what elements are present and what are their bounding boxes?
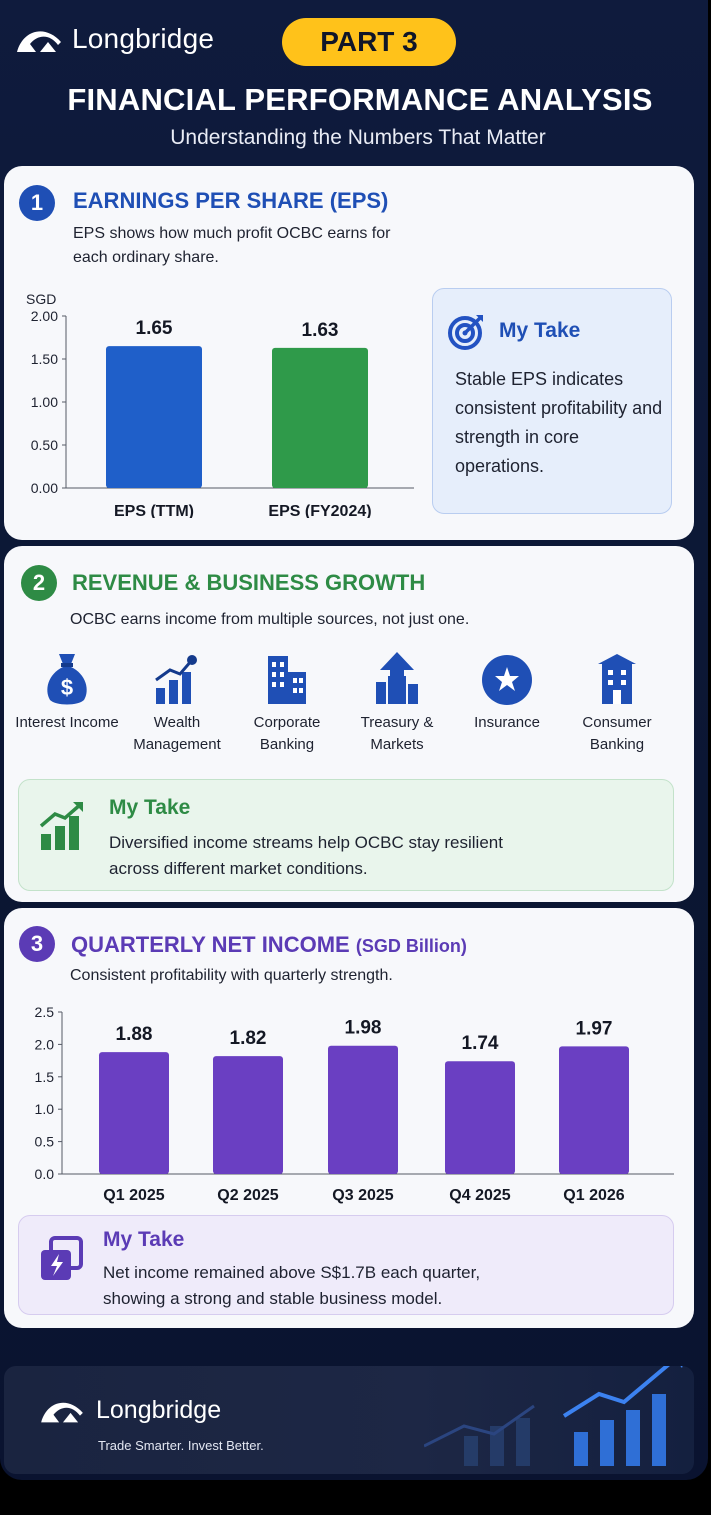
bar <box>106 346 202 488</box>
page-subtitle: Understanding the Numbers That Matter <box>170 126 546 149</box>
section-title: REVENUE & BUSINESS GROWTH <box>72 570 426 595</box>
x-tick-label: Q2 2025 <box>217 1187 278 1204</box>
revenue-item-corporate-banking: Corporate Banking <box>232 650 342 756</box>
bar <box>328 1045 398 1174</box>
growth-chart-icon <box>155 655 197 704</box>
section-title-unit: (SGD Billion) <box>355 936 467 956</box>
bar-value-label: 1.97 <box>576 1018 613 1039</box>
revenue-item-label: Treasury & Markets <box>360 714 434 753</box>
my-take-text: Diversified income streams help OCBC sta… <box>109 833 503 878</box>
longbridge-logo-icon <box>41 1402 83 1423</box>
y-tick-label: 1.50 <box>31 351 58 367</box>
bar <box>213 1056 283 1174</box>
revenue-item-label: Wealth Management <box>133 714 221 753</box>
revenue-card: 2 REVENUE & BUSINESS GROWTH OCBC earns i… <box>4 546 694 902</box>
y-tick-label: 0.00 <box>31 480 58 496</box>
bar-value-label: 1.65 <box>136 318 173 339</box>
page-title: FINANCIAL PERFORMANCE ANALYSIS <box>67 82 653 117</box>
y-tick-label: 0.50 <box>31 437 58 453</box>
bar <box>99 1052 169 1174</box>
footer-brand-name: Longbridge <box>96 1395 222 1424</box>
revenue-item-label: Insurance <box>474 714 540 731</box>
shield-badge-icon <box>482 655 532 705</box>
my-take-box: My Take Net income remained above S$1.7B… <box>18 1215 674 1315</box>
revenue-item-consumer-banking: Consumer Banking <box>562 650 672 756</box>
bar-value-label: 1.74 <box>462 1033 499 1054</box>
section-number-badge: 1 <box>19 185 55 221</box>
section-number-badge: 2 <box>21 565 57 601</box>
growth-bars-icon <box>39 802 83 850</box>
my-take-text: Net income remained above S$1.7B each qu… <box>103 1263 481 1308</box>
bar <box>272 347 368 488</box>
x-tick-label: EPS (TTM) <box>114 503 194 518</box>
revenue-item-label: Consumer Banking <box>582 714 652 753</box>
revenue-item-interest-income: $ Interest Income <box>12 650 122 734</box>
x-tick-label: Q1 2026 <box>563 1187 624 1204</box>
my-take-title: My Take <box>499 319 581 342</box>
y-tick-label: 0.5 <box>35 1134 55 1150</box>
decorative-growth-chart-icon <box>424 1366 683 1466</box>
y-tick-label: 1.0 <box>35 1101 55 1117</box>
office-building-icon <box>268 656 306 704</box>
y-tick-label: 1.5 <box>35 1069 55 1085</box>
bar <box>445 1061 515 1174</box>
my-take-box: My Take Diversified income streams help … <box>18 779 674 891</box>
document-lightning-icon <box>41 1236 83 1280</box>
section-title-text: QUARTERLY NET INCOME <box>71 932 350 957</box>
section-description: EPS shows how much profit OCBC earns for… <box>73 225 391 266</box>
y-tick-label: 1.00 <box>31 394 58 410</box>
section-number-badge: 3 <box>19 926 55 962</box>
revenue-item-label: Corporate Banking <box>253 714 321 753</box>
my-take-title: My Take <box>103 1228 185 1251</box>
y-tick-label: 0.0 <box>35 1166 55 1182</box>
y-tick-label: 2.5 <box>35 1004 55 1020</box>
part-badge: PART 3 <box>282 18 456 66</box>
x-tick-label: Q1 2025 <box>103 1187 164 1204</box>
my-take-text: Stable EPS indicates consistent profitab… <box>455 369 663 476</box>
y-tick-label: 2.0 <box>35 1036 55 1052</box>
y-axis-label: SGD <box>26 291 56 307</box>
section-title: EARNINGS PER SHARE (EPS) <box>73 188 389 213</box>
footer-banner: Longbridge Trade Smarter. Invest Better. <box>4 1366 694 1474</box>
footer-brand: Longbridge <box>38 1392 221 1428</box>
revenue-item-wealth-management: Wealth Management <box>122 650 232 756</box>
bar-value-label: 1.63 <box>302 320 339 341</box>
brand-name: Longbridge <box>72 23 215 54</box>
net-income-bar-chart: 0.0 0.5 1.0 1.5 2.0 2.5 1.88 Q1 2025 1.82 Q2 2025… <box>35 1004 674 1204</box>
longbridge-logo-icon <box>17 31 61 52</box>
x-tick-label: Q3 2025 <box>332 1187 393 1204</box>
revenue-item-insurance: Insurance <box>452 650 562 734</box>
bar-value-label: 1.88 <box>116 1024 153 1045</box>
section-title: QUARTERLY NET INCOME (SGD Billion) <box>71 932 467 958</box>
tower-building-icon <box>598 654 636 704</box>
eps-card: 1 EARNINGS PER SHARE (EPS) EPS shows how… <box>4 166 694 540</box>
header-brand: Longbridge <box>14 20 214 58</box>
my-take-title: My Take <box>109 796 191 819</box>
footer-tagline: Trade Smarter. Invest Better. <box>98 1438 264 1453</box>
revenue-item-label: Interest Income <box>15 714 119 731</box>
x-tick-label: Q4 2025 <box>449 1187 510 1204</box>
my-take-box: My Take Stable EPS indicates consistent … <box>432 288 672 514</box>
money-bag-icon: $ <box>47 654 87 705</box>
arrow-up-city-icon <box>376 652 418 704</box>
y-tick-label: 2.00 <box>31 308 58 324</box>
svg-text:$: $ <box>61 675 73 700</box>
net-income-card: 3 QUARTERLY NET INCOME (SGD Billion) Con… <box>4 908 694 1328</box>
x-tick-label: EPS (FY2024) <box>268 503 371 518</box>
bar-value-label: 1.82 <box>230 1028 267 1049</box>
section-description: Consistent profitability with quarterly … <box>70 967 393 984</box>
bar <box>559 1046 629 1174</box>
revenue-item-treasury-markets: Treasury & Markets <box>342 650 452 756</box>
section-description: OCBC earns income from multiple sources,… <box>70 611 470 628</box>
bar-value-label: 1.98 <box>345 1018 382 1039</box>
infographic-poster: Longbridge PART 3 FINANCIAL PERFORMANCE … <box>0 0 708 1480</box>
eps-bar-chart: SGD 0.00 0.50 1.00 1.50 2.00 1.65 EPS (TTM) 1.63… <box>26 291 414 518</box>
target-icon <box>448 315 483 350</box>
